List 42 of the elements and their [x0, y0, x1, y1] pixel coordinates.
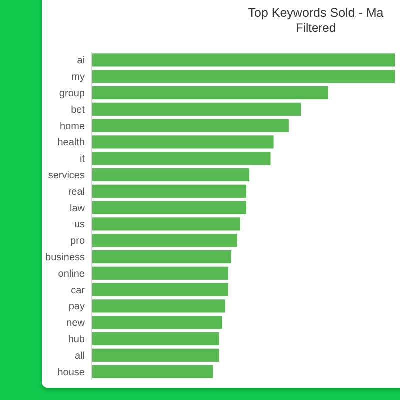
- bar: [92, 184, 247, 198]
- bar: [92, 283, 228, 296]
- chart-subtitle: Filtered: [296, 21, 336, 35]
- y-tick-label: car: [71, 285, 86, 296]
- bar: [92, 168, 250, 182]
- y-tick-label: all: [74, 350, 85, 362]
- bar: [92, 218, 240, 231]
- y-tick-label: it: [80, 154, 86, 166]
- y-tick-label: services: [48, 170, 85, 182]
- bar: [92, 316, 222, 330]
- y-tick-label: health: [58, 138, 85, 149]
- chart-title: Top Keywords Sold - Ma: [248, 6, 384, 20]
- y-tick-label: new: [66, 318, 86, 330]
- bar: [92, 365, 214, 378]
- y-tick-label: pay: [68, 302, 85, 313]
- bar: [92, 201, 247, 214]
- bar: [92, 54, 395, 67]
- y-tick-label: home: [60, 121, 86, 132]
- bar: [92, 348, 220, 362]
- y-tick-label: ai: [77, 56, 85, 67]
- y-tick-label: business: [46, 252, 85, 264]
- bar: [92, 234, 238, 248]
- bar: [92, 70, 395, 84]
- bar: [92, 250, 232, 264]
- bar: [92, 119, 289, 132]
- y-tick-label: us: [74, 220, 85, 231]
- bar: [92, 300, 226, 313]
- y-tick-label: online: [58, 268, 86, 280]
- bar: [92, 266, 228, 280]
- y-tick-label: real: [68, 186, 85, 198]
- y-tick-label: group: [59, 88, 86, 100]
- bar: [92, 152, 271, 166]
- bar: [92, 86, 328, 100]
- y-tick-label: my: [72, 72, 85, 84]
- bar: [92, 136, 274, 149]
- y-tick-label: law: [70, 203, 86, 214]
- y-tick-label: house: [58, 367, 86, 378]
- y-tick-label: pro: [70, 236, 86, 248]
- bar: [92, 102, 302, 116]
- y-tick-label: bet: [71, 104, 86, 116]
- y-tick-label: hub: [68, 334, 86, 346]
- bar: [92, 332, 220, 346]
